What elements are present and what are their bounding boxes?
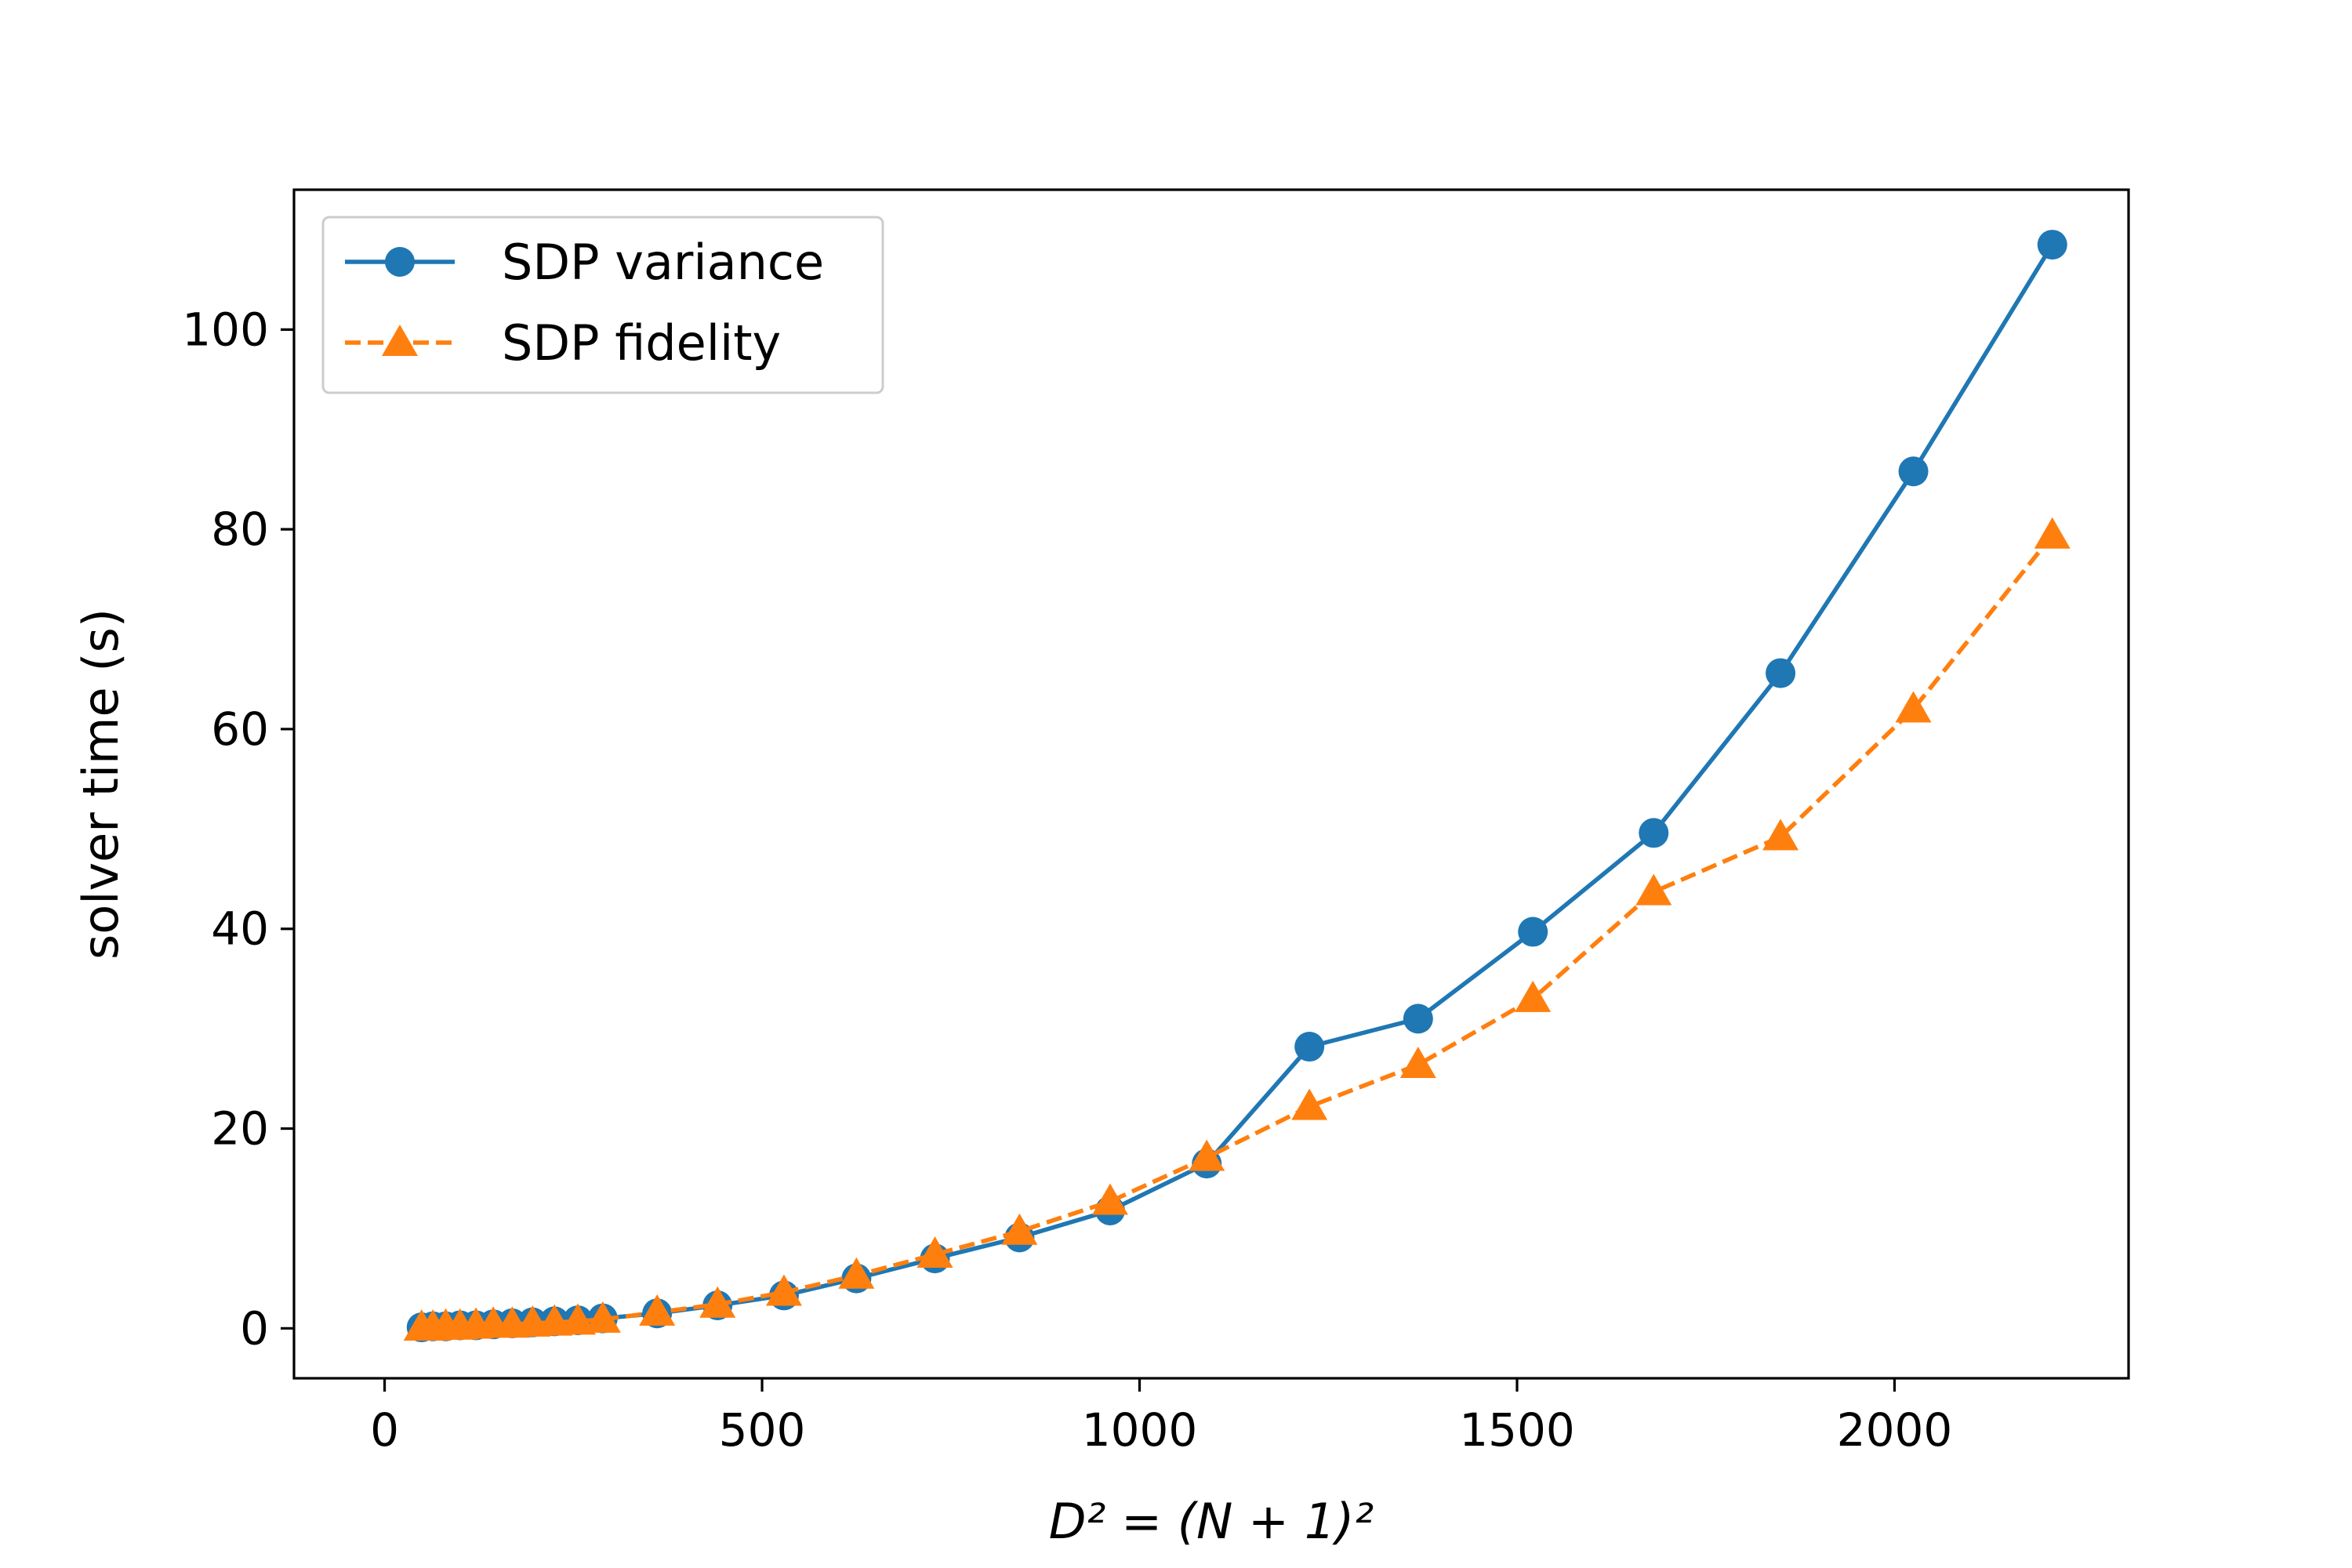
- x-axis-title: D² = (N + 1)²: [1049, 1493, 1374, 1550]
- data-point-sdp-variance: [1898, 456, 1929, 487]
- legend-entry-fidelity: SDP fidelity: [345, 314, 781, 372]
- legend-entry-variance: SDP variance: [345, 234, 824, 291]
- legend-variance-marker: [385, 247, 415, 277]
- y-tick-label: 0: [240, 1301, 269, 1355]
- y-tick-label: 80: [211, 503, 269, 556]
- data-point-sdp-fidelity: [1091, 1183, 1128, 1215]
- data-point-sdp-fidelity: [916, 1236, 953, 1269]
- legend-fidelity-marker: [382, 325, 418, 356]
- x-ticks: 0 500 1000 1500 2000: [370, 1378, 1952, 1457]
- x-tick-label: 0: [370, 1403, 399, 1457]
- data-point-sdp-fidelity: [699, 1286, 736, 1318]
- plot-frame: [292, 188, 2130, 1380]
- data-point-sdp-fidelity: [1291, 1088, 1328, 1120]
- x-tick-label: 1500: [1459, 1403, 1575, 1457]
- data-point-sdp-fidelity: [2034, 517, 2071, 549]
- x-tick-label: 1000: [1082, 1403, 1198, 1457]
- data-point-sdp-fidelity: [560, 1303, 597, 1335]
- y-ticks: 0 20 40 60 80 100: [182, 303, 294, 1355]
- y-tick-label: 60: [211, 702, 269, 756]
- data-point-sdp-fidelity: [765, 1274, 802, 1306]
- data-point-sdp-variance: [1403, 1004, 1433, 1034]
- y-tick-label: 40: [211, 902, 269, 956]
- legend-fidelity-label: SDP fidelity: [502, 314, 781, 372]
- data-point-sdp-fidelity: [1399, 1046, 1436, 1078]
- legend-box: [321, 216, 884, 394]
- x-tick-label: 2000: [1837, 1403, 1953, 1457]
- series-layer: [403, 230, 2071, 1343]
- data-point-sdp-fidelity: [584, 1301, 621, 1333]
- data-point-sdp-variance: [1766, 658, 1796, 688]
- data-point-sdp-fidelity: [639, 1294, 676, 1326]
- data-point-sdp-fidelity: [838, 1257, 875, 1289]
- x-tick-label: 500: [719, 1403, 806, 1457]
- data-point-sdp-fidelity: [1189, 1139, 1225, 1171]
- legend: SDP variance SDP fidelity: [321, 216, 884, 394]
- data-point-sdp-fidelity: [1895, 691, 1932, 723]
- data-point-sdp-variance: [1518, 916, 1548, 947]
- data-point-sdp-fidelity: [1001, 1213, 1038, 1245]
- data-point-sdp-fidelity: [536, 1304, 573, 1336]
- data-point-sdp-variance: [2037, 230, 2067, 260]
- y-tick-label: 100: [182, 303, 269, 356]
- data-point-sdp-variance: [1639, 818, 1669, 848]
- data-point-sdp-fidelity: [1635, 873, 1672, 906]
- legend-variance-label: SDP variance: [502, 234, 824, 291]
- y-axis-title: solver time (s): [72, 608, 129, 960]
- data-point-sdp-fidelity: [1762, 818, 1799, 851]
- y-tick-label: 20: [211, 1102, 269, 1156]
- data-point-sdp-fidelity: [1515, 980, 1552, 1012]
- data-point-sdp-variance: [1294, 1032, 1325, 1062]
